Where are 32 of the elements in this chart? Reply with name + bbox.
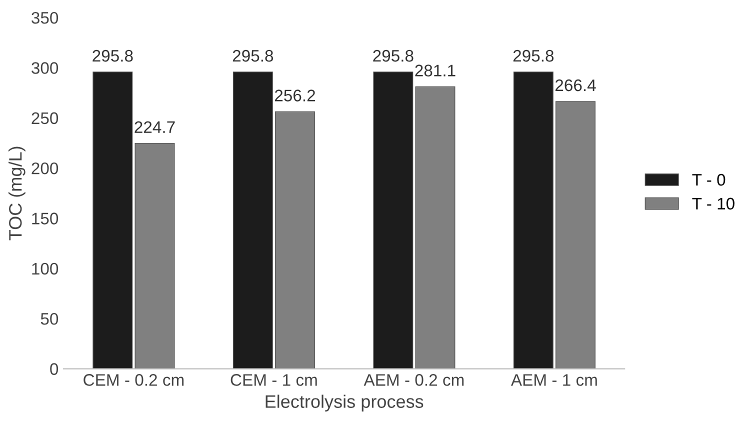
y-axis-title: TOC (mg/L) (8, 146, 26, 240)
y-tick-label: 350 (32, 12, 58, 24)
data-label: 266.4 (555, 79, 596, 92)
y-tick-label: 100 (32, 262, 58, 275)
x-tick-label: AEM - 1 cm (510, 374, 597, 386)
data-label: 281.1 (415, 64, 456, 76)
legend-label: T - 0 (692, 174, 726, 186)
x-tick-label: CEM - 1 cm (230, 374, 317, 386)
data-label: 295.8 (232, 50, 274, 62)
bar (556, 101, 596, 369)
y-tick-label: 300 (32, 62, 58, 74)
data-label: 256.2 (274, 90, 316, 102)
bar (415, 86, 456, 369)
data-label: 295.8 (513, 50, 554, 62)
data-label: 295.8 (373, 50, 414, 62)
y-tick-label: 250 (32, 112, 58, 124)
y-tick-label: 150 (32, 212, 58, 224)
x-axis-title: Electrolysis process (266, 394, 424, 412)
bar (513, 72, 554, 369)
data-label: 295.8 (92, 50, 133, 62)
x-tick-label: AEM - 0.2 cm (364, 374, 464, 386)
bar (373, 72, 414, 369)
bar (275, 111, 315, 369)
bar (92, 72, 133, 369)
bar (134, 142, 175, 369)
y-tick-label: 0 (50, 363, 58, 375)
y-tick-label: 200 (32, 162, 58, 174)
bar (232, 72, 273, 369)
data-label: 224.7 (134, 121, 175, 133)
x-tick-label: CEM - 0.2 cm (84, 374, 184, 386)
y-tick-label: 50 (40, 312, 58, 325)
legend-label: T - 10 (692, 198, 734, 210)
